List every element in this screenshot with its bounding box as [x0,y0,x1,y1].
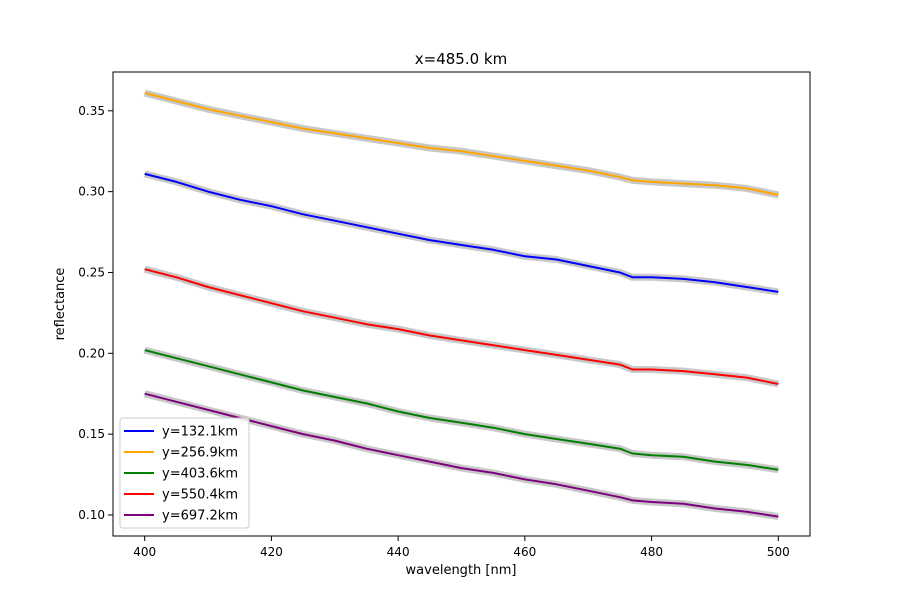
x-tick-label: 480 [640,545,663,559]
chart-title: x=485.0 km [415,50,507,68]
legend-label-1: y=132.1km [162,425,238,440]
series-line-5 [144,392,779,518]
legend-label-5: y=697.2km [162,509,238,524]
plot-area-frame [112,71,811,537]
y-tick-label: 0.10 [78,508,105,522]
x-tick-label: 420 [260,545,283,559]
y-tick-label: 0.30 [78,185,105,199]
x-tick-label: 460 [513,545,536,559]
x-tick-label: 400 [133,545,156,559]
legend-label-3: y=403.6km [162,467,238,482]
y-tick-label: 0.25 [78,265,105,279]
legend-box [119,417,250,529]
legend-label-4: y=550.4km [162,488,238,503]
series-lines [144,92,779,518]
series-line-3 [144,349,779,471]
y-axis: 0.10 0.15 0.20 0.25 0.30 0.35 [78,104,113,522]
x-tick-label: 500 [767,545,790,559]
legend: y=132.1km y=256.9km y=403.6km y=550.4km y=69… [119,417,250,529]
x-tick-label: 440 [387,545,410,559]
x-axis-label: wavelength [nm] [406,563,517,578]
x-axis: 400 420 440 460 480 500 [133,536,790,559]
y-tick-label: 0.15 [78,427,105,441]
y-tick-label: 0.20 [78,346,105,360]
y-tick-label: 0.35 [78,104,105,118]
series-line-4 [144,268,779,385]
series-line-1 [144,172,779,293]
series-line-2 [144,92,779,196]
legend-label-2: y=256.9km [162,446,238,461]
y-axis-label: reflectance [53,268,68,341]
